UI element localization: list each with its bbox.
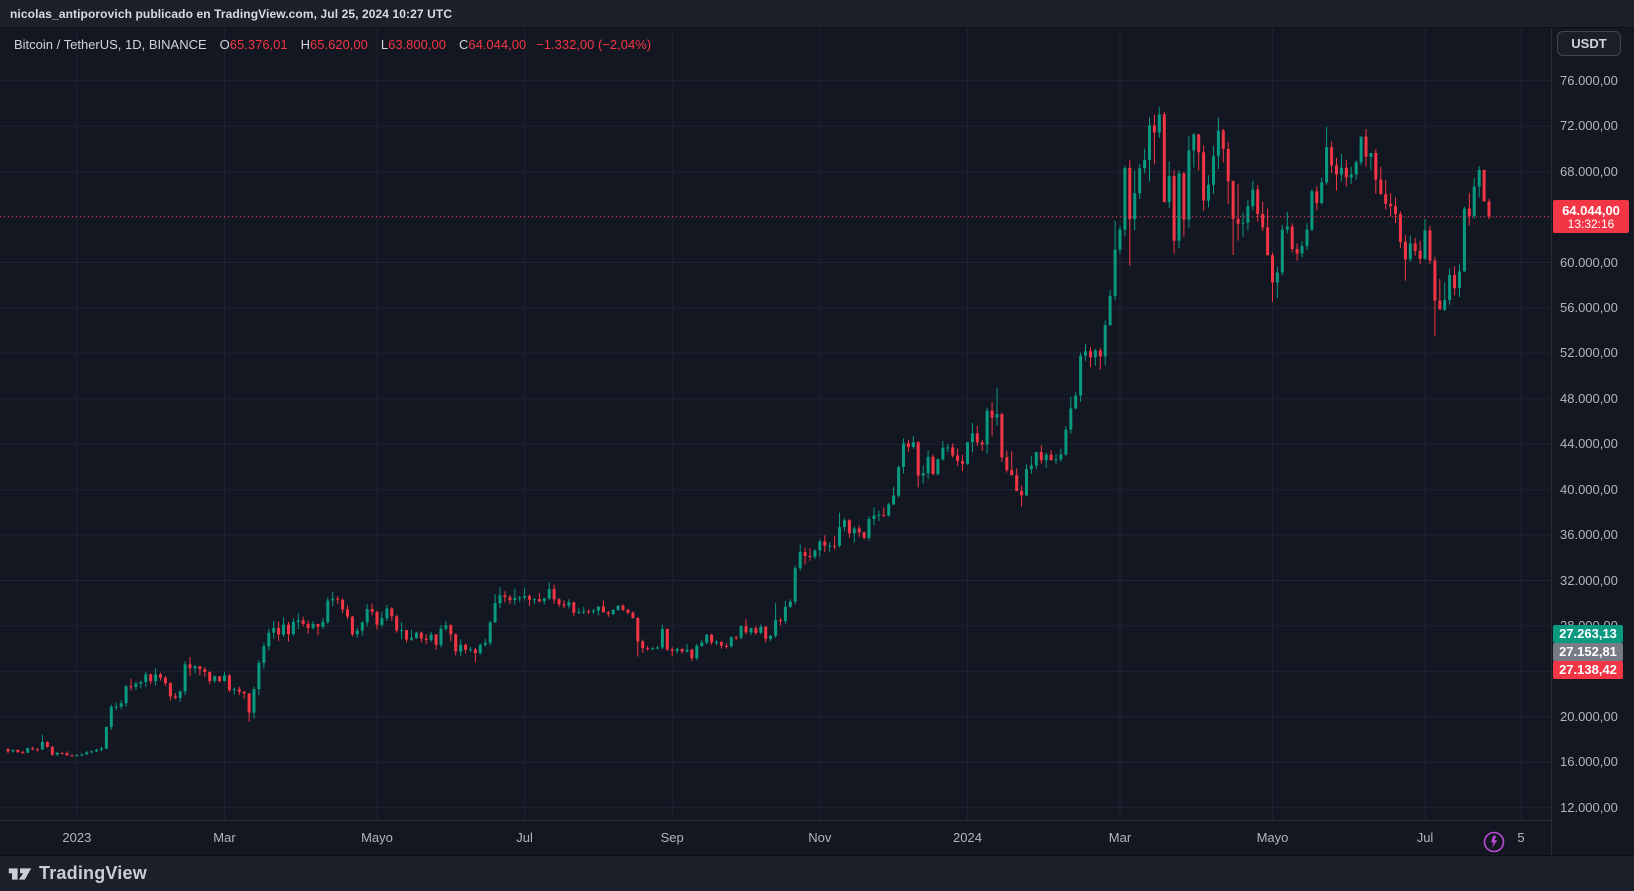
- time-axis-label: Mar: [1108, 830, 1132, 845]
- tradingview-brand[interactable]: TradingView: [39, 863, 147, 883]
- close-label: C: [458, 36, 469, 52]
- high-label: H: [300, 36, 311, 52]
- tradingview-logo-icon[interactable]: [8, 864, 32, 884]
- price-axis-label: 12.000,00: [1560, 799, 1618, 815]
- price-axis[interactable]: USDT 64.044,00 13:32:16 76.000,00 72.000,…: [1551, 28, 1634, 855]
- indicator-price-label: 27.263,13: [1553, 625, 1623, 644]
- candles: [6, 106, 1491, 757]
- price-axis-label: 56.000,00: [1560, 299, 1618, 315]
- publish-info: nicolas_antiporovich publicado en Tradin…: [10, 6, 453, 21]
- price-axis-label: 44.000,00: [1560, 436, 1618, 452]
- low-label: L: [380, 36, 389, 52]
- time-axis-label: Mar: [213, 830, 236, 845]
- price-axis-label: 40.000,00: [1560, 481, 1618, 497]
- indicator-price-label: 27.138,42: [1553, 661, 1623, 680]
- price-axis-label: 36.000,00: [1560, 527, 1618, 542]
- publish-bar: nicolas_antiporovich publicado en Tradin…: [0, 0, 1634, 28]
- price-axis-label: 60.000,00: [1560, 254, 1618, 270]
- ohlc-low: L63.800,00: [381, 37, 446, 52]
- price-axis-label: 32.000,00: [1560, 572, 1618, 588]
- time-axis-label: 5: [1517, 830, 1525, 845]
- ohlc-open: O65.376,01: [220, 37, 288, 52]
- chart-header: Bitcoin / TetherUS, 1D, BINANCE O65.376,…: [14, 34, 651, 54]
- lightning-icon[interactable]: [1483, 831, 1505, 853]
- grid-lines: [0, 28, 1551, 820]
- low-value: 63.800,00: [388, 36, 446, 52]
- time-axis-label: 2024: [953, 830, 982, 845]
- price-axis-label: 72.000,00: [1560, 118, 1618, 134]
- currency-button[interactable]: USDT: [1557, 31, 1621, 56]
- bar-countdown: 13:32:16: [1567, 216, 1615, 231]
- footer-bar: TradingView: [0, 855, 1634, 891]
- indicator-price-label: 27.152,81: [1553, 643, 1623, 662]
- ohlc-high: H65.620,00: [301, 37, 368, 52]
- price-axis-label: 76.000,00: [1560, 72, 1618, 88]
- time-axis-label: Mayo: [361, 830, 393, 845]
- change-value: −1.332,00 (−2,04%): [536, 36, 652, 52]
- price-axis-label: 68.000,00: [1560, 163, 1618, 179]
- high-value: 65.620,00: [310, 36, 368, 52]
- chart-pane[interactable]: Bitcoin / TetherUS, 1D, BINANCE O65.376,…: [0, 28, 1634, 853]
- time-axis-label: Mayo: [1256, 830, 1289, 845]
- open-value: 65.376,01: [229, 36, 288, 52]
- time-axis-label: Jul: [516, 830, 533, 845]
- current-price-value: 64.044,00: [1562, 202, 1620, 218]
- time-axis-label: Jul: [1416, 830, 1434, 845]
- price-axis-label: 48.000,00: [1560, 390, 1618, 406]
- price-axis-label: 16.000,00: [1560, 754, 1618, 770]
- close-value: 64.044,00: [468, 36, 527, 52]
- time-axis-label: Nov: [808, 830, 832, 845]
- symbol-title: Bitcoin / TetherUS, 1D, BINANCE: [14, 36, 207, 52]
- time-axis[interactable]: 2023 Mar Mayo Jul Sep Nov 2024 Mar Mayo Jul 5: [0, 820, 1634, 855]
- time-axis-label: Sep: [660, 830, 684, 845]
- price-axis-label: 20.000,00: [1560, 708, 1618, 724]
- price-axis-label: 52.000,00: [1560, 345, 1618, 361]
- open-label: O: [219, 36, 230, 52]
- current-price-label: 64.044,00 13:32:16: [1553, 200, 1629, 234]
- time-axis-label: 2023: [62, 830, 92, 845]
- ohlc-close: C64.044,00: [459, 37, 526, 52]
